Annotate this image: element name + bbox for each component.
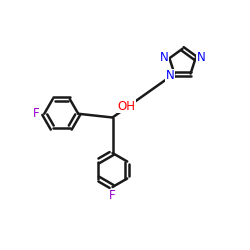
Text: N: N xyxy=(197,50,205,64)
Text: F: F xyxy=(33,107,40,120)
Text: OH: OH xyxy=(117,100,135,113)
Text: N: N xyxy=(160,50,168,64)
Text: N: N xyxy=(166,69,174,82)
Text: F: F xyxy=(109,189,116,202)
